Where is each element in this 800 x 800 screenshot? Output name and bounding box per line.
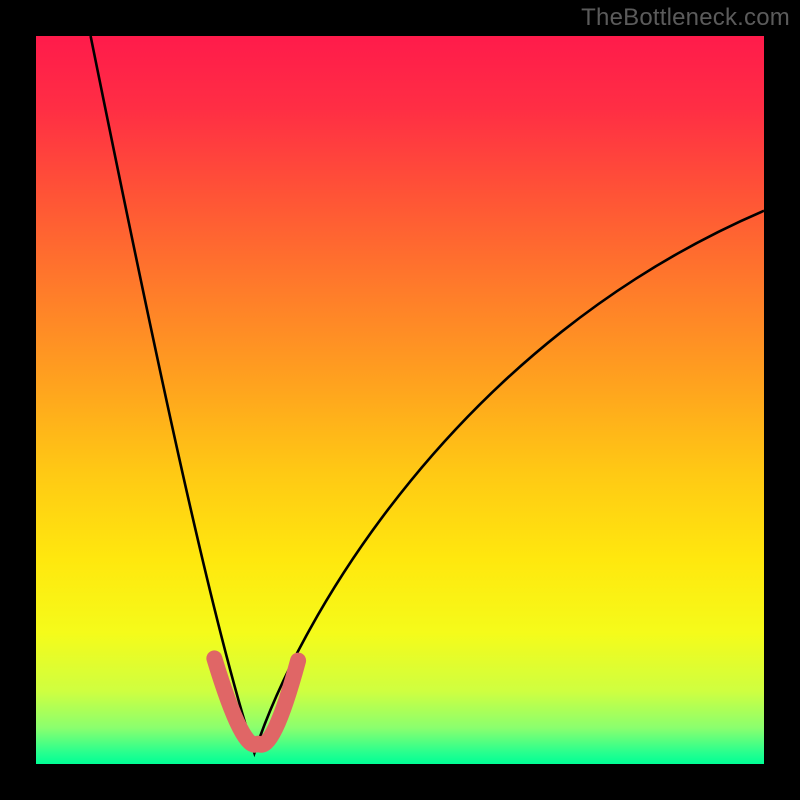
chart-svg [0, 0, 800, 800]
chart-stage: TheBottleneck.com [0, 0, 800, 800]
watermark-text: TheBottleneck.com [581, 4, 790, 32]
